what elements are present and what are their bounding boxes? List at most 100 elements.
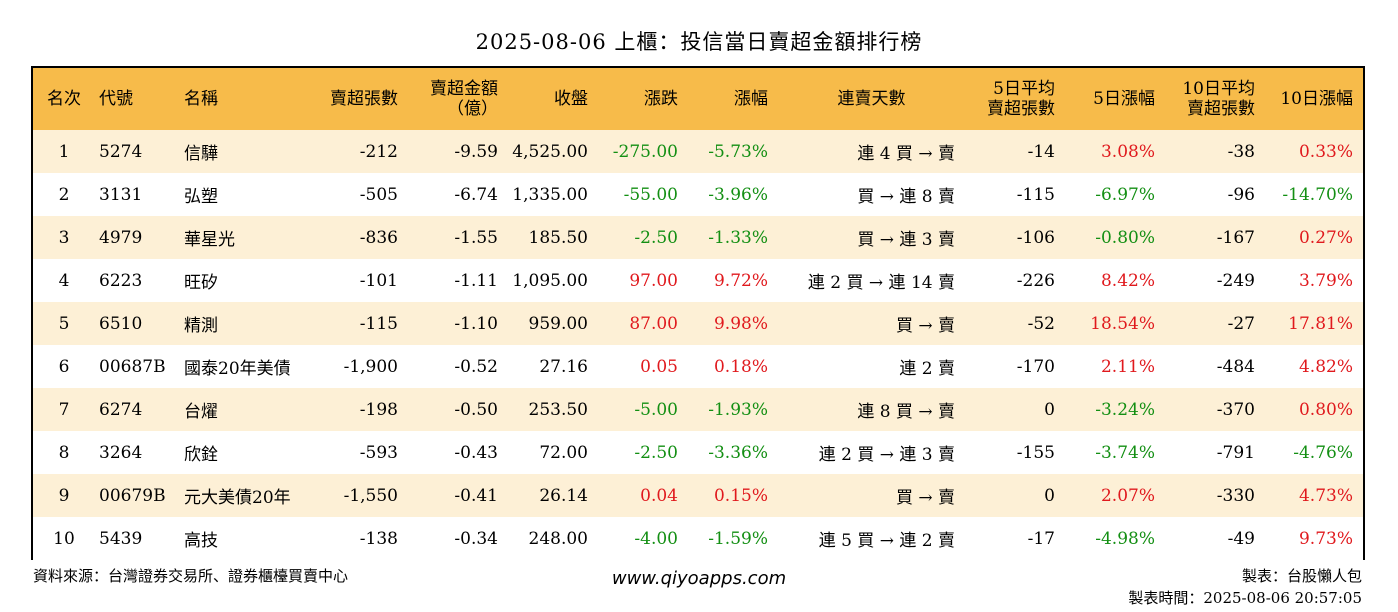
cell-code: 00687B: [95, 345, 180, 388]
cell-pct5: -0.80%: [1065, 216, 1165, 259]
cell-avg10: -484: [1165, 345, 1265, 388]
header-avg10: 10日平均 賣超張數: [1165, 68, 1265, 130]
cell-sell-amount: -0.43: [408, 431, 508, 474]
cell-name: 精測: [180, 302, 320, 345]
cell-code: 6223: [95, 259, 180, 302]
cell-streak: 買 → 連 8 賣: [778, 173, 965, 216]
cell-pct5: 2.07%: [1065, 474, 1165, 517]
table-row: 5 6510 精測 -115 -1.10 959.00 87.00 9.98% 買 → 賣 -52…: [33, 302, 1363, 345]
cell-streak: 連 2 賣: [778, 345, 965, 388]
header-sell-amount-line2: （億）: [447, 99, 498, 119]
cell-name: 台燿: [180, 388, 320, 431]
cell-close: 4,525.00: [508, 130, 598, 173]
cell-avg5: -226: [965, 259, 1065, 302]
cell-avg10: -249: [1165, 259, 1265, 302]
cell-avg5: -106: [965, 216, 1065, 259]
cell-sell-lots: -138: [320, 517, 408, 560]
website-link[interactable]: www.qiyoapps.com: [611, 568, 787, 589]
cell-code: 6510: [95, 302, 180, 345]
cell-avg10: -370: [1165, 388, 1265, 431]
cell-rank: 5: [33, 302, 95, 345]
cell-avg10: -791: [1165, 431, 1265, 474]
cell-streak: 連 2 買 → 連 14 賣: [778, 259, 965, 302]
cell-pct5: -3.24%: [1065, 388, 1165, 431]
header-avg5-line1: 5日平均: [993, 79, 1055, 99]
ranking-table-container: 名次 代號 名稱 賣超張數 賣超金額 （億） 收盤 漲跌 漲幅 連賣天數 5日平…: [31, 66, 1365, 560]
cell-pct5: 18.54%: [1065, 302, 1165, 345]
cell-streak: 連 2 買 → 連 3 賣: [778, 431, 965, 474]
cell-name: 國泰20年美債: [180, 345, 320, 388]
cell-sell-lots: -836: [320, 216, 408, 259]
cell-pct10: 3.79%: [1265, 259, 1363, 302]
header-sell-amount-line1: 賣超金額: [430, 79, 498, 99]
table-row: 9 00679B 元大美債20年 -1,550 -0.41 26.14 0.04 0.15% 買…: [33, 474, 1363, 517]
cell-pct10: -14.70%: [1265, 173, 1363, 216]
cell-close: 253.50: [508, 388, 598, 431]
header-avg10-line2: 賣超張數: [1187, 99, 1255, 119]
cell-name: 高技: [180, 517, 320, 560]
cell-streak: 買 → 連 3 賣: [778, 216, 965, 259]
header-sell-amount: 賣超金額 （億）: [408, 68, 508, 130]
cell-avg5: -17: [965, 517, 1065, 560]
cell-avg5: -115: [965, 173, 1065, 216]
cell-change: -2.50: [598, 216, 688, 259]
cell-change-pct: -1.93%: [688, 388, 778, 431]
cell-pct5: -3.74%: [1065, 431, 1165, 474]
cell-pct10: 4.73%: [1265, 474, 1363, 517]
cell-change: 0.04: [598, 474, 688, 517]
table-row: 4 6223 旺矽 -101 -1.11 1,095.00 97.00 9.72% 連 2 買 …: [33, 259, 1363, 302]
cell-sell-amount: -0.50: [408, 388, 508, 431]
cell-sell-lots: -115: [320, 302, 408, 345]
cell-pct10: 0.80%: [1265, 388, 1363, 431]
cell-pct5: 8.42%: [1065, 259, 1165, 302]
cell-close: 248.00: [508, 517, 598, 560]
header-change-pct: 漲幅: [688, 68, 778, 130]
header-avg5-line2: 賣超張數: [987, 99, 1055, 119]
cell-avg5: 0: [965, 388, 1065, 431]
cell-change-pct: -5.73%: [688, 130, 778, 173]
cell-avg10: -38: [1165, 130, 1265, 173]
cell-change-pct: 9.72%: [688, 259, 778, 302]
cell-sell-lots: -593: [320, 431, 408, 474]
cell-pct10: 0.33%: [1265, 130, 1363, 173]
cell-pct5: 3.08%: [1065, 130, 1165, 173]
made-time: 製表時間：2025-08-06 20:57:05: [1128, 589, 1362, 607]
header-rank: 名次: [33, 68, 95, 130]
cell-name: 華星光: [180, 216, 320, 259]
cell-sell-amount: -9.59: [408, 130, 508, 173]
cell-change: -5.00: [598, 388, 688, 431]
cell-close: 1,095.00: [508, 259, 598, 302]
cell-sell-lots: -1,550: [320, 474, 408, 517]
header-change: 漲跌: [598, 68, 688, 130]
cell-streak: 連 8 買 → 賣: [778, 388, 965, 431]
cell-rank: 1: [33, 130, 95, 173]
cell-sell-amount: -0.52: [408, 345, 508, 388]
cell-streak: 連 5 買 → 連 2 賣: [778, 517, 965, 560]
table-header-row: 名次 代號 名稱 賣超張數 賣超金額 （億） 收盤 漲跌 漲幅 連賣天數 5日平…: [33, 68, 1363, 130]
cell-change: -2.50: [598, 431, 688, 474]
cell-streak: 買 → 賣: [778, 302, 965, 345]
cell-code: 6274: [95, 388, 180, 431]
cell-avg5: -52: [965, 302, 1065, 345]
data-source: 資料來源：台灣證券交易所、證券櫃檯買賣中心: [33, 567, 349, 585]
cell-change-pct: -3.96%: [688, 173, 778, 216]
cell-name: 元大美債20年: [180, 474, 320, 517]
cell-close: 959.00: [508, 302, 598, 345]
cell-avg5: -170: [965, 345, 1065, 388]
header-pct10: 10日漲幅: [1265, 68, 1363, 130]
cell-name: 信驊: [180, 130, 320, 173]
cell-change: 97.00: [598, 259, 688, 302]
cell-avg10: -49: [1165, 517, 1265, 560]
cell-change-pct: 0.15%: [688, 474, 778, 517]
header-sell-lots: 賣超張數: [320, 68, 408, 130]
cell-change-pct: -3.36%: [688, 431, 778, 474]
table-row: 6 00687B 國泰20年美債 -1,900 -0.52 27.16 0.05 0.18% 連…: [33, 345, 1363, 388]
cell-streak: 連 4 買 → 賣: [778, 130, 965, 173]
table-row: 8 3264 欣銓 -593 -0.43 72.00 -2.50 -3.36% 連 2 買 → …: [33, 431, 1363, 474]
table-row: 10 5439 高技 -138 -0.34 248.00 -4.00 -1.59% 連 5 買 …: [33, 517, 1363, 560]
cell-close: 72.00: [508, 431, 598, 474]
cell-avg10: -167: [1165, 216, 1265, 259]
table-row: 2 3131 弘塑 -505 -6.74 1,335.00 -55.00 -3.96% 買 → …: [33, 173, 1363, 216]
cell-pct10: 17.81%: [1265, 302, 1363, 345]
header-name: 名稱: [180, 68, 320, 130]
